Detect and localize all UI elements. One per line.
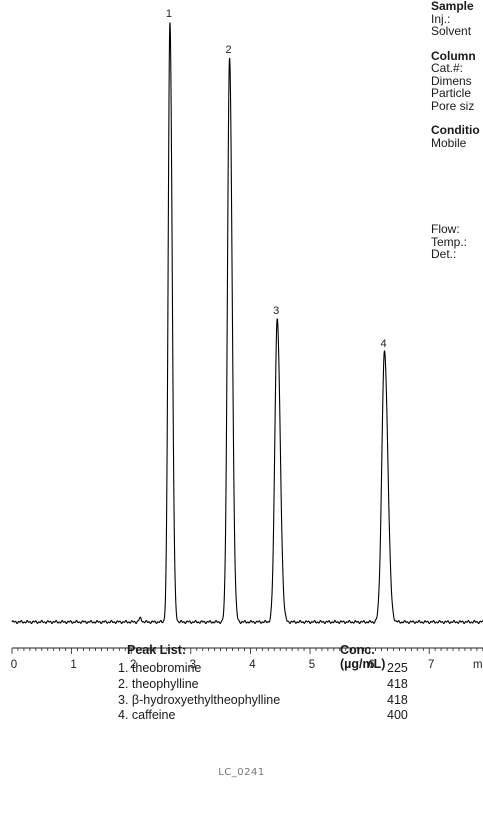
x-tick-label: 0 [11, 659, 17, 671]
peak-list-title: Peak List: [127, 643, 187, 657]
method-info-panel: Sample Inj.: Solvent Column Cat.#: Dimen… [431, 0, 483, 261]
info-line: Temp.: [431, 234, 468, 249]
info-group-run: Flow: Temp.: Det.: [431, 223, 483, 261]
info-group-column: Column Cat.#: Dimens Particle Pore siz [431, 48, 483, 113]
peak-labels: 1 2 3 4 [166, 8, 387, 350]
peak-label: 1 [166, 8, 172, 20]
x-tick-label: 3 [190, 659, 196, 671]
peak-name: 3. β-hydroxyethyltheophylline [118, 692, 281, 707]
x-tick-label: 6 [368, 659, 374, 671]
peak-conc: 418 [387, 676, 408, 691]
list-item: 4. caffeine 400 [116, 708, 416, 724]
list-item: 1. theobromine 225 [116, 661, 416, 677]
info-line: Particle [431, 86, 472, 100]
peak-conc: 418 [387, 692, 408, 707]
peak-name: 4. caffeine [118, 708, 176, 723]
info-group-title: Sample [431, 0, 474, 13]
chromatogram-trace-layer [11, 22, 483, 625]
peak-name: 2. theophylline [118, 676, 199, 691]
x-tick-label: 1 [70, 659, 76, 671]
info-line: Cat.#: [431, 61, 464, 75]
info-line: Dimens [431, 73, 472, 88]
info-group-title: Conditio [431, 123, 480, 137]
info-line: Inj.: [431, 11, 451, 26]
peak-conc: 225 [387, 661, 408, 675]
peak-list: Peak List: Conc. (µg/mL) 1. theobromine … [116, 643, 416, 724]
list-item: 2. theophylline 418 [116, 677, 416, 693]
peak-label: 3 [273, 305, 279, 317]
x-tick-label: 7 [428, 659, 434, 671]
info-group-sample: Sample Inj.: Solvent [431, 0, 483, 38]
info-line: Det.: [431, 247, 457, 261]
x-tick-label: 2 [130, 659, 136, 671]
peak-label: 4 [380, 338, 386, 350]
chromatogram-trace [11, 22, 483, 625]
info-group-title: Column [431, 48, 476, 63]
info-line: Solvent [431, 24, 472, 38]
peak-label: 2 [225, 44, 231, 56]
info-line: Mobile [431, 135, 467, 150]
x-axis: 0 1 2 3 4 5 6 7 mi [11, 647, 483, 671]
chromatogram: 0 1 2 3 4 5 6 7 mi 1 2 3 4 [11, 8, 483, 671]
peak-name: 1. theobromine [118, 661, 202, 675]
peak-conc: 400 [387, 708, 408, 723]
figure-code: LC_0241 [218, 767, 265, 778]
info-line: Flow: [431, 222, 460, 236]
info-group-conditions: Conditio Mobile [431, 124, 483, 149]
x-unit-label: mi [473, 659, 483, 671]
x-tick-label: 4 [249, 659, 256, 671]
x-tick-label: 5 [309, 659, 315, 671]
conc-header: Conc. (µg/mL) [340, 643, 386, 671]
list-item: 3. β-hydroxyethyltheophylline 418 [116, 693, 416, 709]
info-line: Pore siz [431, 98, 475, 113]
